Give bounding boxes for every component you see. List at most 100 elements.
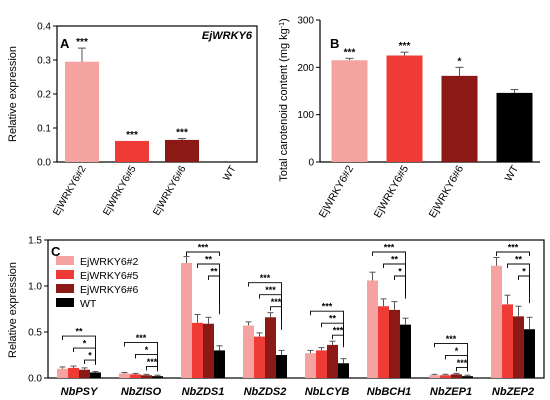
panel-a-significance: ***: [126, 130, 138, 141]
panel-c-ytick-label: 0.0: [28, 374, 42, 385]
panel-c-bar: [400, 324, 411, 378]
panel-b-ytick-label: 200: [297, 63, 314, 74]
panel-c-significance: ***: [147, 357, 158, 367]
panel-c-significance-bracket: [270, 306, 282, 311]
panel-c-bar: [513, 316, 524, 378]
panel-c-significance: ***: [136, 333, 147, 343]
panel-c-legend-swatch: [56, 256, 74, 265]
panel-c-ytick-label: 1.0: [28, 282, 42, 293]
panel-c-bar: [389, 309, 400, 378]
panel-c-bar: [68, 367, 79, 378]
panel-b-category-label: EjWRKY6#6: [427, 163, 467, 220]
panel-a-category-label: EjWRKY6#2: [51, 164, 89, 218]
panel-b-ylabel-main: Total carotenoid content (mg kg: [278, 28, 290, 181]
panel-c-significance-bracket: [518, 275, 530, 304]
panel-b-category-label: EjWRKY6#5: [372, 163, 412, 220]
panel-a-category-label: EjWRKY6#6: [151, 164, 189, 218]
panel-c-category-label: NbZEP2: [492, 386, 534, 398]
panel-c-legend-label: EjWRKY6#5: [80, 270, 139, 282]
panel-c-chart: C Relative expression 0.0 0.5 1.0 1.5 NbPSY *…: [7, 236, 545, 398]
panel-c-category-label: NbZISO: [121, 386, 162, 398]
panel-c-significance-bracket: [186, 251, 220, 256]
panel-c-frame: [47, 239, 545, 379]
panel-c-letter: C: [51, 244, 61, 259]
panel-c-bar: [203, 323, 214, 378]
panel-c-significance: *: [88, 351, 92, 361]
panel-c-significance-bracket: [445, 354, 468, 372]
panel-c-significance: *: [522, 267, 526, 277]
panel-c-category-label: NbZDS1: [182, 386, 225, 398]
panel-a-ytick-label: 0.0: [37, 158, 51, 169]
panel-c-bar: [141, 375, 152, 378]
panel-c-significance: ***: [446, 334, 457, 344]
panel-c-significance-bracket: [84, 359, 96, 365]
panel-a-bar: [165, 139, 199, 162]
panel-c-legend-label: WT: [80, 298, 97, 310]
panel-c-bar: [524, 329, 535, 378]
panel-c-significance: **: [329, 314, 337, 324]
panel-c-bar: [57, 368, 68, 378]
panel-c-bar: [491, 265, 502, 378]
panel-c-significance: ***: [322, 302, 333, 312]
panel-c-bar: [90, 372, 101, 378]
panel-c-significance: *: [145, 345, 149, 355]
panel-c-significance: **: [391, 255, 399, 265]
panel-b-bar: [441, 75, 478, 162]
panel-c-significance: ***: [508, 243, 519, 253]
panel-a-ytick-label: 0.1: [37, 124, 51, 135]
panel-a-significance: ***: [176, 128, 188, 139]
panel-a-category-label: WT: [221, 164, 238, 183]
panel-c-ytick-label: 1.5: [28, 236, 42, 247]
panel-c-significance-bracket: [496, 251, 530, 256]
panel-c-bar: [316, 350, 327, 378]
panel-c-bar: [462, 376, 473, 378]
panel-c-significance-bracket: [332, 334, 344, 340]
panel-c-bar: [338, 363, 349, 378]
panel-c-significance: ***: [265, 285, 276, 295]
panel-b-ylabel-sup: -1: [279, 22, 286, 28]
panel-b-significance: *: [458, 56, 462, 67]
panel-b-bar: [386, 55, 423, 162]
panel-c-significance-bracket: [394, 275, 406, 299]
panel-c-bar: [440, 375, 451, 378]
panel-b-significance: ***: [344, 47, 356, 58]
panel-a-category-label: EjWRKY6#5: [101, 164, 139, 218]
panel-a-ytick-label: 0.4: [37, 22, 51, 33]
panel-a-significance: ***: [76, 37, 88, 48]
panel-c-category-label: NbPSY: [61, 386, 99, 398]
panel-c-bar: [429, 375, 440, 378]
panel-c-legend-swatch: [56, 298, 74, 307]
panel-c-significance-bracket: [135, 354, 158, 371]
panel-c-bar: [79, 369, 90, 378]
panel-b-chart: B Total carotenoid content (mg kg-1) 0 10…: [278, 16, 540, 220]
panel-b-category-label: EjWRKY6#2: [317, 163, 357, 220]
panel-a-ytick-label: 0.2: [37, 90, 51, 101]
panel-c-significance: **: [75, 327, 83, 337]
panel-c-bar: [276, 355, 287, 378]
panel-c-ylabel: Relative expression: [7, 262, 19, 358]
panel-c-significance: **: [210, 267, 218, 277]
panel-c-bar: [181, 263, 192, 378]
panel-c-significance: **: [515, 255, 523, 265]
panel-c-bar: [192, 322, 203, 378]
panel-c-significance-bracket: [259, 294, 282, 330]
panel-c-significance-bracket: [321, 322, 344, 345]
panel-c-legend-label: EjWRKY6#6: [80, 284, 139, 296]
panel-c-category-label: NbZEP1: [430, 386, 472, 398]
panel-c-legend-label: EjWRKY6#2: [80, 256, 139, 268]
panel-c-bar: [327, 344, 338, 378]
panel-b-bar: [331, 60, 368, 162]
panel-c-bar: [254, 336, 265, 378]
panel-b-ylabel-end: ): [278, 18, 290, 22]
panel-c-significance-bracket: [146, 366, 158, 372]
panel-b-ytick-label: 100: [297, 110, 314, 121]
panel-c-bar: [451, 374, 462, 378]
panel-c-significance-bracket: [208, 275, 220, 315]
panel-c-bar: [119, 373, 130, 378]
panel-b-bar: [496, 92, 533, 162]
panel-a-chart: A EjWRKY6 Relative expression 0.0 0.1 0.2 0…: [7, 22, 258, 218]
panel-c-category-label: NbZDS2: [244, 386, 287, 398]
panel-c-significance-bracket: [73, 347, 96, 364]
panel-c-significance: ***: [333, 326, 344, 336]
